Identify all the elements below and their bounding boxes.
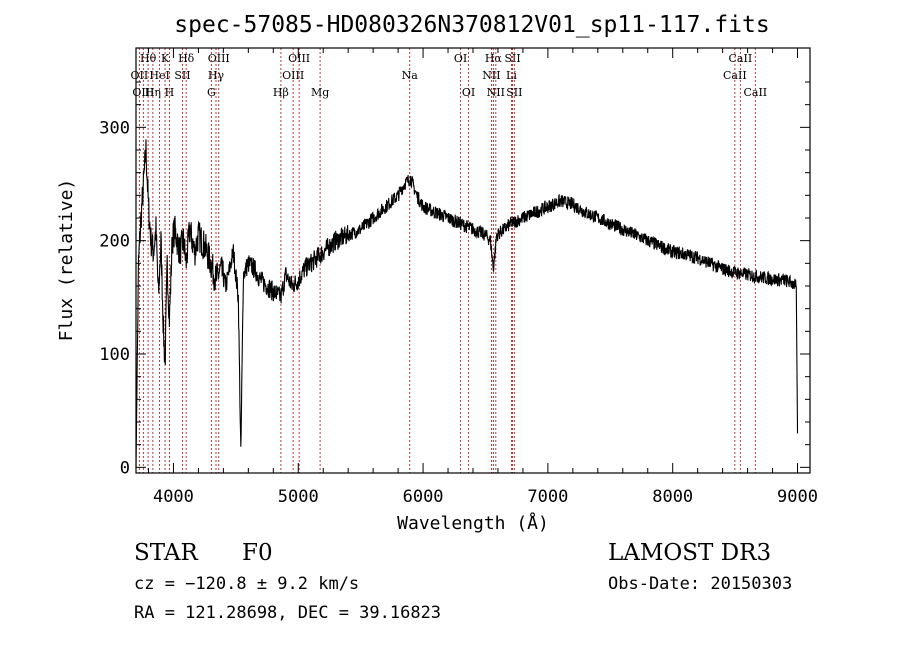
line-label-17: CaII: [723, 69, 747, 82]
line-label-8: CaII: [729, 52, 753, 65]
line-label-11: SII: [174, 69, 190, 82]
x-tick-label-5: 9000: [777, 487, 818, 507]
line-label-5: OI: [454, 52, 467, 65]
y-axis-label: Flux (relative): [56, 179, 77, 342]
y-axis: 0 100 200 300: [99, 81, 810, 478]
x-tick-label-0: 4000: [153, 487, 194, 507]
object-subclass: F0: [242, 540, 273, 566]
line-label-19: Hη: [145, 86, 161, 99]
obs-date: Obs-Date: 20150303: [608, 574, 793, 594]
line-label-3: OIII: [208, 52, 230, 65]
spectrum-line: [135, 139, 799, 468]
line-label-22: Hβ: [273, 86, 289, 99]
line-label-20: H: [165, 86, 175, 99]
x-tick-label-1: 5000: [278, 487, 319, 507]
line-label-15: NII: [482, 69, 500, 82]
line-label-18: OIII: [132, 86, 154, 99]
line-label-27: CaII: [743, 86, 767, 99]
line-label-10: HeI: [149, 69, 169, 82]
line-label-6: Hα: [485, 52, 503, 65]
line-label-13: OIII: [282, 69, 304, 82]
line-label-1: K: [161, 52, 170, 65]
line-label-9: OII: [131, 69, 149, 82]
object-class: STAR: [134, 540, 198, 566]
line-label-24: OI: [462, 86, 475, 99]
line-label-4: OIII: [288, 52, 310, 65]
coordinates: RA = 121.28698, DEC = 39.16823: [134, 603, 442, 623]
line-label-0: Hθ: [140, 52, 157, 65]
line-label-21: G: [207, 86, 216, 99]
line-label-7: SII: [504, 52, 520, 65]
y-tick-label-2: 200: [99, 232, 130, 252]
line-label-26: SII: [506, 86, 522, 99]
line-label-25: NII: [487, 86, 505, 99]
chart-title: spec-57085-HD080326N370812V01_sp11-117.f…: [174, 12, 769, 38]
y-tick-label-3: 300: [99, 118, 130, 138]
y-tick-label-0: 0: [120, 458, 130, 478]
line-label-16: Li: [506, 69, 517, 82]
line-label-2: Hδ: [178, 52, 195, 65]
x-tick-label-2: 6000: [403, 487, 444, 507]
x-axis-label: Wavelength (Å): [397, 512, 549, 534]
x-tick-label-4: 8000: [652, 487, 693, 507]
line-label-12: Hγ: [208, 69, 225, 82]
line-label-23: Mg: [311, 86, 329, 99]
x-axis: 4000 5000 6000 7000 8000 9000: [147, 48, 818, 507]
x-tick-label-3: 7000: [527, 487, 568, 507]
y-tick-label-1: 100: [99, 345, 130, 365]
line-label-14: Na: [402, 69, 419, 82]
redshift-readout: cz = −120.8 ± 9.2 km/s: [134, 574, 360, 594]
survey-name: LAMOST DR3: [608, 540, 772, 566]
